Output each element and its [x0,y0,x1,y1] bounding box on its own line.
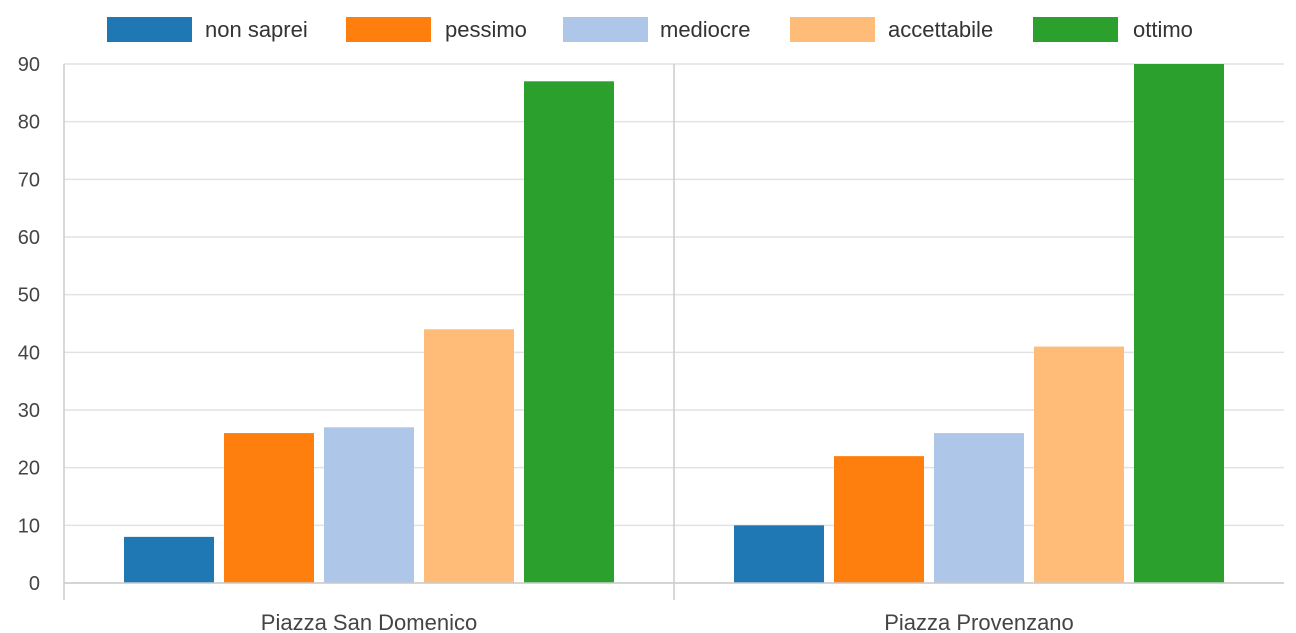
y-tick-label: 50 [18,285,40,307]
bar[interactable] [224,433,314,583]
legend-label: pessimo [445,17,527,42]
y-tick-label: 70 [18,169,40,191]
x-tick-label: Piazza San Domenico [261,610,477,633]
legend-swatch [563,17,648,42]
y-tick-label: 20 [18,458,40,480]
y-tick-label: 0 [29,573,40,595]
bar[interactable] [124,536,214,583]
legend: non saprei pessimo mediocre accettabile otti… [107,17,1193,42]
x-tick-label: Piazza Provenzano [884,610,1074,633]
y-tick-label: 30 [18,400,40,422]
bar[interactable] [524,81,614,584]
y-tick-label: 40 [18,342,40,364]
legend-swatch [790,17,875,42]
legend-item[interactable]: non saprei [107,17,308,42]
bar[interactable] [1134,64,1224,583]
bar[interactable] [324,427,414,583]
bar[interactable] [934,433,1024,583]
legend-item[interactable]: ottimo [1033,17,1193,42]
legend-swatch [107,17,192,42]
y-axis: 0 10 20 30 40 50 60 70 80 90 [18,54,65,600]
y-tick-label: 60 [18,227,40,249]
y-tick-label: 10 [18,515,40,537]
bar[interactable] [834,456,924,583]
x-axis: Piazza San Domenico Piazza Provenzano [64,64,1284,633]
legend-item[interactable]: mediocre [563,17,750,42]
legend-label: ottimo [1133,17,1193,42]
bar[interactable] [424,329,514,583]
legend-swatch [1033,17,1118,42]
legend-item[interactable]: pessimo [346,17,527,42]
y-tick-label: 90 [18,54,40,76]
bar[interactable] [1034,346,1124,583]
legend-label: accettabile [888,17,993,42]
legend-label: mediocre [660,17,750,42]
y-tick-label: 80 [18,112,40,134]
legend-label: non saprei [205,17,308,42]
legend-item[interactable]: accettabile [790,17,993,42]
bars [124,64,1224,584]
legend-swatch [346,17,431,42]
bar[interactable] [734,525,824,583]
